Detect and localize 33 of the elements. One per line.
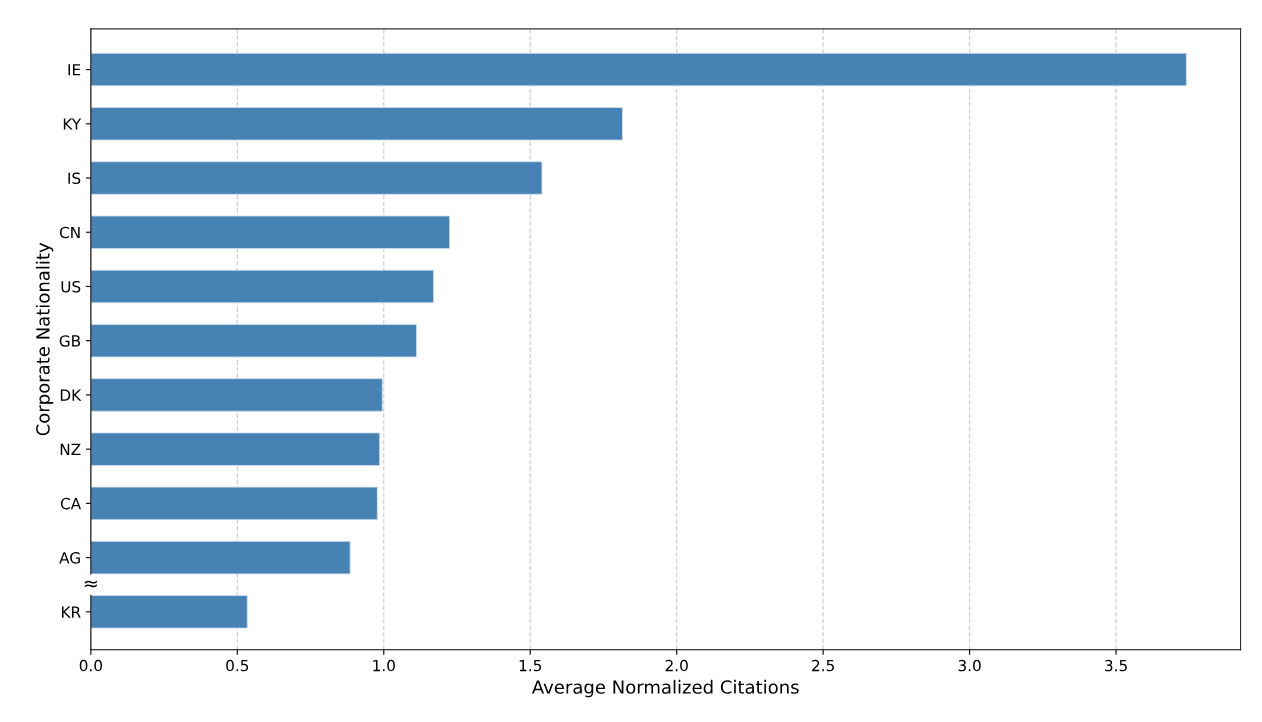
- y-tick-label: GB: [59, 335, 81, 347]
- y-tick-label: KY: [63, 118, 82, 130]
- y-tick-label: DK: [60, 389, 82, 401]
- y-tick-label: KR: [62, 606, 81, 618]
- bar: [90, 432, 381, 466]
- x-tick-label: 3.5: [1105, 659, 1127, 672]
- x-tick-label: 0.5: [226, 659, 249, 672]
- x-tick-label: 2.0: [665, 659, 688, 672]
- x-tick-label: 3.0: [958, 659, 981, 672]
- y-axis-title: Corporate Nationality: [35, 242, 54, 436]
- x-tick-label: 0.0: [79, 659, 102, 672]
- bar: [90, 215, 451, 249]
- bar: [90, 378, 383, 412]
- y-tick-label: CA: [60, 497, 82, 510]
- annotation: ≈: [84, 580, 97, 588]
- bar: [90, 324, 417, 358]
- bar: [90, 107, 623, 141]
- bar: [90, 269, 434, 304]
- bar: [90, 486, 378, 521]
- y-tick-label: IS: [68, 172, 81, 185]
- y-tick-label: IE: [68, 64, 81, 76]
- y-tick-label: NZ: [60, 443, 81, 455]
- bar: [90, 161, 543, 195]
- y-tick-label: US: [61, 280, 81, 293]
- y-tick-label: CN: [59, 226, 80, 239]
- x-tick-label: 1.5: [519, 659, 542, 672]
- x-tick-label: 1.0: [373, 659, 395, 672]
- x-axis-title: Average Normalized Citations: [531, 679, 799, 698]
- bar: [90, 540, 351, 575]
- bar: [90, 52, 1187, 87]
- y-tick-label: AG: [59, 552, 80, 564]
- bar: [90, 595, 248, 629]
- x-tick-label: 2.5: [812, 659, 834, 672]
